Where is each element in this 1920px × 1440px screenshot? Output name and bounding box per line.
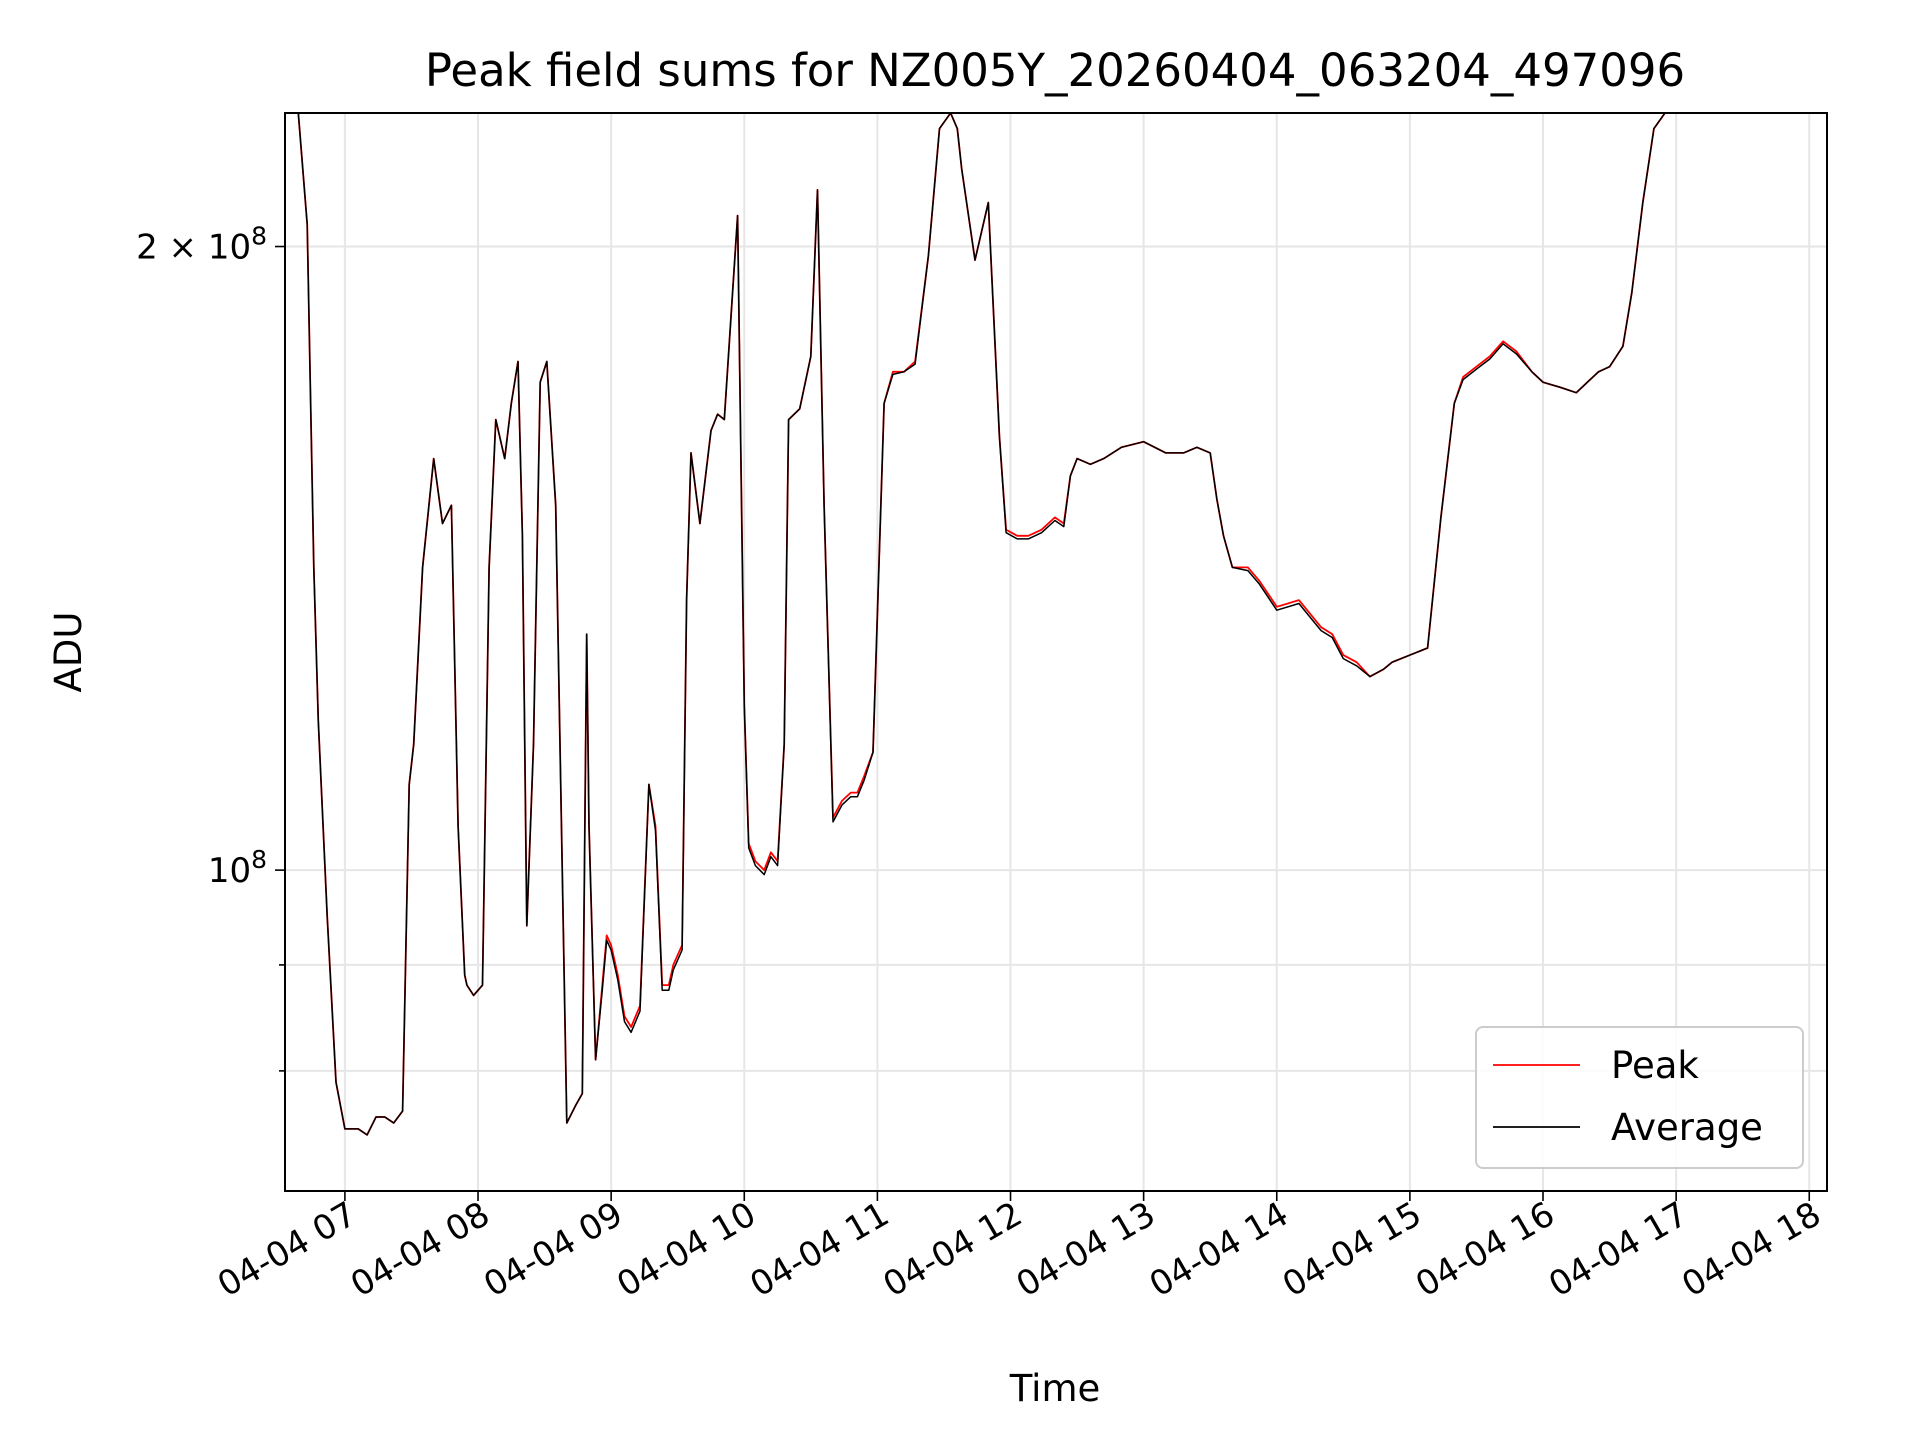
y-tick-label: 2 × 108 bbox=[136, 222, 267, 268]
chart-title: Peak field sums for NZ005Y_20260404_0632… bbox=[425, 44, 1685, 97]
legend-label-peak: Peak bbox=[1611, 1044, 1699, 1087]
y-axis-label: ADU bbox=[47, 612, 90, 693]
legend-label-average: Average bbox=[1611, 1106, 1763, 1149]
legend: Peak Average bbox=[1475, 1026, 1804, 1169]
plot-frame bbox=[284, 112, 1828, 1192]
legend-box bbox=[1475, 1026, 1804, 1169]
y-tick-multiplier: 2 × bbox=[136, 228, 208, 268]
y-tick-label: 108 bbox=[208, 845, 267, 891]
y-tick-exponent: 8 bbox=[251, 845, 267, 874]
y-tick-base: 10 bbox=[208, 851, 251, 891]
y-tick-base: 10 bbox=[208, 228, 251, 268]
y-tick-exponent: 8 bbox=[251, 222, 267, 251]
x-axis-label: Time bbox=[1009, 1367, 1101, 1410]
series-line-average bbox=[285, 113, 1677, 1136]
series-layer bbox=[285, 113, 1677, 1136]
grid-layer bbox=[285, 113, 1827, 1191]
